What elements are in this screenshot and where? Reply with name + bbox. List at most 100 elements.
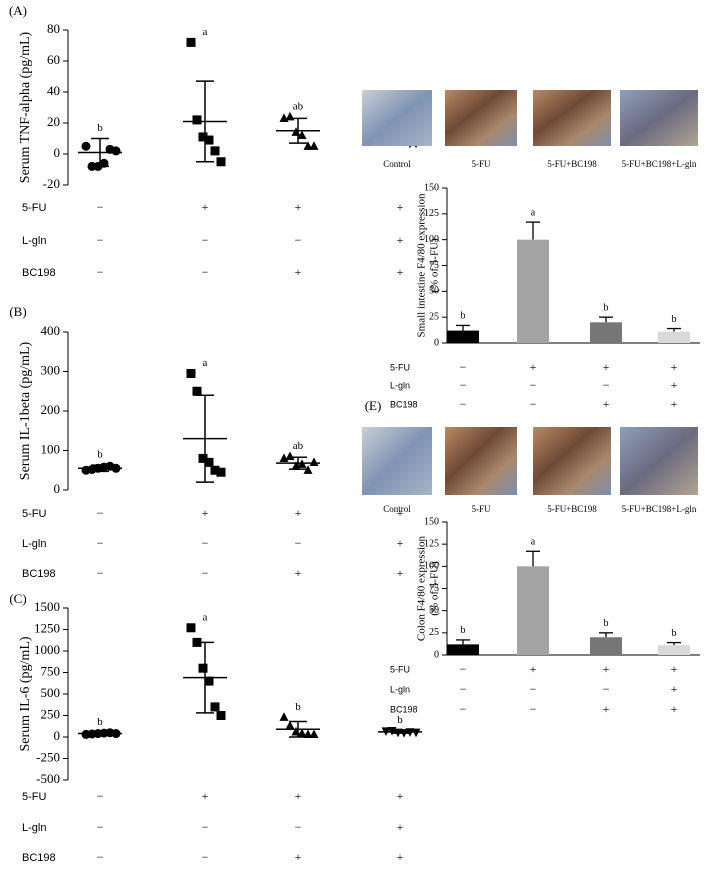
treatment-sign: − xyxy=(603,378,610,392)
micrograph xyxy=(445,427,517,495)
image-caption: Control xyxy=(383,159,411,169)
y-tick-label: 75 xyxy=(429,260,439,271)
treatment-sign: + xyxy=(397,820,404,834)
treatment-sign: + xyxy=(295,200,302,214)
y-tick-label: 25 xyxy=(429,311,439,322)
y-axis-label: (% of 5-FU) xyxy=(429,238,441,293)
significance-letter: b xyxy=(97,122,103,134)
treatment-label: BC198 xyxy=(390,704,418,714)
data-point xyxy=(309,457,319,466)
treatment-label: L-gln xyxy=(22,822,46,834)
treatment-sign: + xyxy=(530,662,537,676)
treatment-sign: − xyxy=(202,536,209,550)
image-caption: 5-FU xyxy=(471,159,491,169)
y-tick-label: 250 xyxy=(41,706,61,721)
significance-letter: a xyxy=(203,357,208,369)
y-tick-label: 1000 xyxy=(34,642,60,657)
data-point xyxy=(216,711,226,720)
y-tick-label: 100 xyxy=(41,441,61,456)
micrograph xyxy=(620,427,698,495)
significance-letter: b xyxy=(97,449,103,461)
y-tick-label: 20 xyxy=(47,114,60,129)
treatment-label: BC198 xyxy=(22,267,56,279)
bar xyxy=(517,566,549,655)
data-point xyxy=(186,623,196,633)
treatment-sign: + xyxy=(295,850,302,864)
treatment-label: L-gln xyxy=(22,538,46,550)
data-point xyxy=(210,702,220,712)
treatment-sign: + xyxy=(295,506,302,520)
bar xyxy=(517,239,549,343)
data-point xyxy=(204,457,214,467)
data-point xyxy=(198,132,208,142)
data-point xyxy=(216,157,226,167)
bar xyxy=(590,637,622,655)
data-point xyxy=(210,465,220,475)
y-axis-label: Colon F4/80 expression xyxy=(416,535,428,641)
data-point xyxy=(309,141,319,150)
treatment-sign: − xyxy=(202,850,209,864)
data-point xyxy=(99,158,109,168)
treatment-sign: + xyxy=(397,789,404,803)
treatment-sign: − xyxy=(530,378,537,392)
treatment-sign: + xyxy=(671,662,678,676)
significance-letter: b xyxy=(604,618,609,629)
y-tick-label: 100 xyxy=(424,234,439,245)
treatment-sign: + xyxy=(397,265,404,279)
data-point xyxy=(303,729,313,739)
y-tick-label: 50 xyxy=(429,605,439,616)
treatment-label: BC198 xyxy=(390,399,418,409)
treatment-sign: + xyxy=(397,566,404,580)
data-point xyxy=(285,111,295,121)
y-tick-label: 100 xyxy=(424,561,439,572)
data-point xyxy=(81,141,91,151)
significance-letter: a xyxy=(531,537,536,548)
data-point xyxy=(297,130,307,139)
treatment-sign: − xyxy=(202,233,209,247)
y-tick-label: 150 xyxy=(424,516,439,527)
treatment-label: 5-FU xyxy=(22,791,47,803)
bar xyxy=(590,322,622,343)
y-tick-label: 750 xyxy=(41,663,61,678)
treatment-sign: + xyxy=(671,397,678,411)
y-tick-label: 125 xyxy=(424,538,439,549)
data-point xyxy=(186,37,196,47)
treatment-sign: − xyxy=(202,820,209,834)
bar xyxy=(447,644,479,655)
treatment-sign: − xyxy=(460,662,467,676)
treatment-sign: + xyxy=(397,536,404,550)
y-tick-label: 0 xyxy=(434,649,439,660)
treatment-label: L-gln xyxy=(390,380,410,390)
treatment-sign: + xyxy=(202,200,209,214)
treatment-sign: − xyxy=(295,820,302,834)
y-tick-label: 25 xyxy=(429,627,439,638)
data-point xyxy=(204,676,214,686)
y-tick-label: 150 xyxy=(424,182,439,193)
data-point xyxy=(303,141,313,150)
data-point xyxy=(303,465,313,474)
panel-label: (E) xyxy=(365,398,382,413)
data-point xyxy=(198,663,208,673)
panel-label: (C) xyxy=(9,591,26,606)
treatment-label: 5-FU xyxy=(390,664,410,674)
image-caption: 5-FU+BC198 xyxy=(547,504,597,514)
data-point xyxy=(279,712,289,721)
data-point xyxy=(210,146,220,156)
micrograph xyxy=(445,90,517,146)
treatment-sign: − xyxy=(460,682,467,696)
treatment-sign: + xyxy=(397,200,404,214)
treatment-sign: − xyxy=(460,702,467,716)
y-tick-label: 0 xyxy=(54,481,61,496)
y-tick-label: 500 xyxy=(41,685,61,700)
data-point xyxy=(198,453,208,463)
y-tick-label: 80 xyxy=(47,21,60,36)
treatment-sign: − xyxy=(97,506,104,520)
panel-label: (B) xyxy=(9,304,26,319)
y-tick-label: 75 xyxy=(429,583,439,594)
data-point xyxy=(297,728,307,738)
data-point xyxy=(111,146,121,156)
treatment-sign: + xyxy=(671,702,678,716)
y-tick-label: 50 xyxy=(429,286,439,297)
data-point xyxy=(285,720,295,730)
